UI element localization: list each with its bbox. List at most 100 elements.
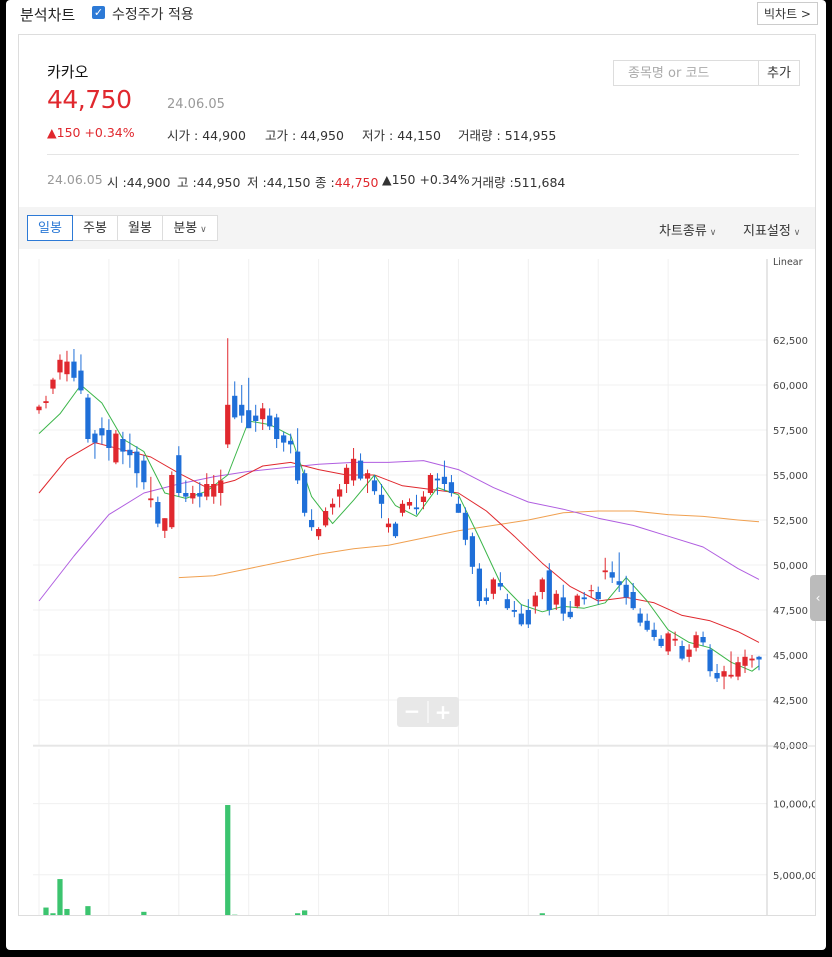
volume-bar (50, 913, 56, 915)
detail-low: 44,150 (266, 175, 311, 190)
tab-minute[interactable]: 분봉 ∨ (162, 215, 218, 241)
zoom-in-button[interactable]: + (435, 700, 452, 724)
candle-body (127, 449, 133, 456)
volume-bar (43, 907, 49, 915)
candle-body (204, 484, 210, 497)
detail-open: 44,900 (126, 175, 171, 190)
volume-plot-area (33, 749, 767, 915)
candle-body (155, 502, 161, 524)
candle-body (686, 649, 692, 657)
candle-body (99, 428, 105, 436)
detail-volume-label: 거래량 : (471, 175, 514, 190)
candle-body (43, 401, 49, 403)
candle-body (232, 395, 238, 418)
candle-body (665, 633, 671, 652)
volume-bar (64, 908, 70, 915)
candle-body (343, 467, 350, 484)
candle-body (315, 529, 322, 537)
stock-search-input[interactable]: 종목명 or 코드 (613, 60, 759, 86)
quote-date: 24.06.05 (167, 97, 225, 112)
candle-body (357, 460, 364, 479)
candle-body (749, 658, 755, 661)
candle-body (588, 590, 594, 592)
candle-body (693, 635, 699, 648)
candle-body (476, 568, 483, 601)
adjusted-price-label[interactable]: 수정주가 적용 (112, 7, 194, 23)
candle-body (274, 417, 280, 439)
high-label: 고가 (265, 128, 289, 143)
candle-body (281, 435, 287, 443)
price-tick-label: 45,000 (773, 651, 808, 662)
candle-body (169, 475, 175, 528)
chart-type-menu[interactable]: 차트종류 ∨ (659, 220, 716, 239)
tab-monthly[interactable]: 월봉 (117, 215, 163, 241)
candle-body (371, 480, 378, 492)
volume-tick-label: 5,000,000 (773, 871, 815, 882)
candle-body (707, 649, 713, 672)
chart-toolbar: 일봉 주봉 월봉 분봉 ∨ 차트종류 ∨ 지표설정 ∨ (19, 207, 815, 249)
candle-body (246, 410, 252, 429)
candle-body (364, 473, 371, 479)
candle-body (441, 476, 448, 484)
zoom-out-button[interactable]: − (404, 699, 421, 723)
candle-body (336, 489, 343, 497)
candle-body (141, 460, 147, 483)
candle-body (455, 503, 462, 513)
candle-body (350, 458, 357, 481)
adjusted-price-checkbox[interactable]: ✓ (92, 6, 105, 19)
side-panel-toggle[interactable]: ‹ (810, 575, 826, 621)
candle-body (637, 613, 643, 623)
chart-type-label: 차트종류 (659, 224, 707, 239)
candle-body (420, 496, 427, 502)
candle-body (700, 637, 706, 643)
candle-body (36, 406, 42, 411)
candle-body (553, 593, 559, 605)
candle-body (302, 473, 308, 513)
low-label: 저가 (362, 128, 386, 143)
price-volume-chart[interactable]: 01.0901.2302.0602.2203.0803.2204.0504.22… (19, 249, 815, 915)
chart-panel: 카카오 44,750 24.06.05 종목명 or 코드 추가 ▲150 +0… (18, 34, 816, 916)
indicator-settings-menu[interactable]: 지표설정 ∨ (743, 220, 800, 239)
ma20-line (38, 442, 760, 643)
candle-body (78, 370, 84, 391)
candle-body (602, 570, 608, 573)
candle-body (574, 595, 580, 607)
volume-tick-label: 10,000,000 (773, 800, 815, 811)
detail-high: 44,950 (196, 175, 241, 190)
candle-body (658, 638, 664, 646)
candle-body (190, 493, 196, 499)
low-value: 44,150 (397, 128, 441, 143)
tab-weekly[interactable]: 주봉 (72, 215, 118, 241)
candle-body (120, 439, 126, 452)
candle-body (546, 570, 552, 610)
detail-low-label: 저 : (247, 175, 267, 190)
tab-daily[interactable]: 일봉 (27, 215, 73, 241)
candle-body (756, 656, 762, 660)
candle-body (239, 404, 245, 416)
volume-bar (225, 805, 231, 915)
candle-body (595, 592, 601, 600)
candle-body (630, 592, 636, 609)
detail-date: 24.06.05 (47, 172, 103, 187)
candle-body (672, 638, 678, 641)
divider (47, 154, 799, 155)
price-tick-label: 52,500 (773, 516, 808, 527)
candle-body (511, 610, 517, 612)
top-bar: 분석차트 ✓ 수정주가 적용 빅차트 > (6, 0, 826, 26)
candle-body (134, 451, 140, 474)
detail-change: ▲150 +0.34% (382, 172, 470, 187)
candle-body (721, 671, 727, 677)
detail-volume: 511,684 (513, 175, 566, 190)
candle-body (162, 518, 168, 531)
candle-body (742, 656, 748, 666)
add-stock-button[interactable]: 추가 (758, 60, 800, 86)
volume-bar (57, 879, 63, 915)
price-change: ▲150 +0.34% (47, 125, 135, 140)
candle-body (413, 507, 420, 510)
candle-body (497, 583, 503, 587)
price-tick-label: 47,500 (773, 606, 808, 617)
volume-bar (539, 913, 545, 915)
big-chart-button[interactable]: 빅차트 > (757, 2, 818, 25)
candle-body (176, 455, 182, 493)
chevron-down-icon: ∨ (790, 228, 801, 238)
